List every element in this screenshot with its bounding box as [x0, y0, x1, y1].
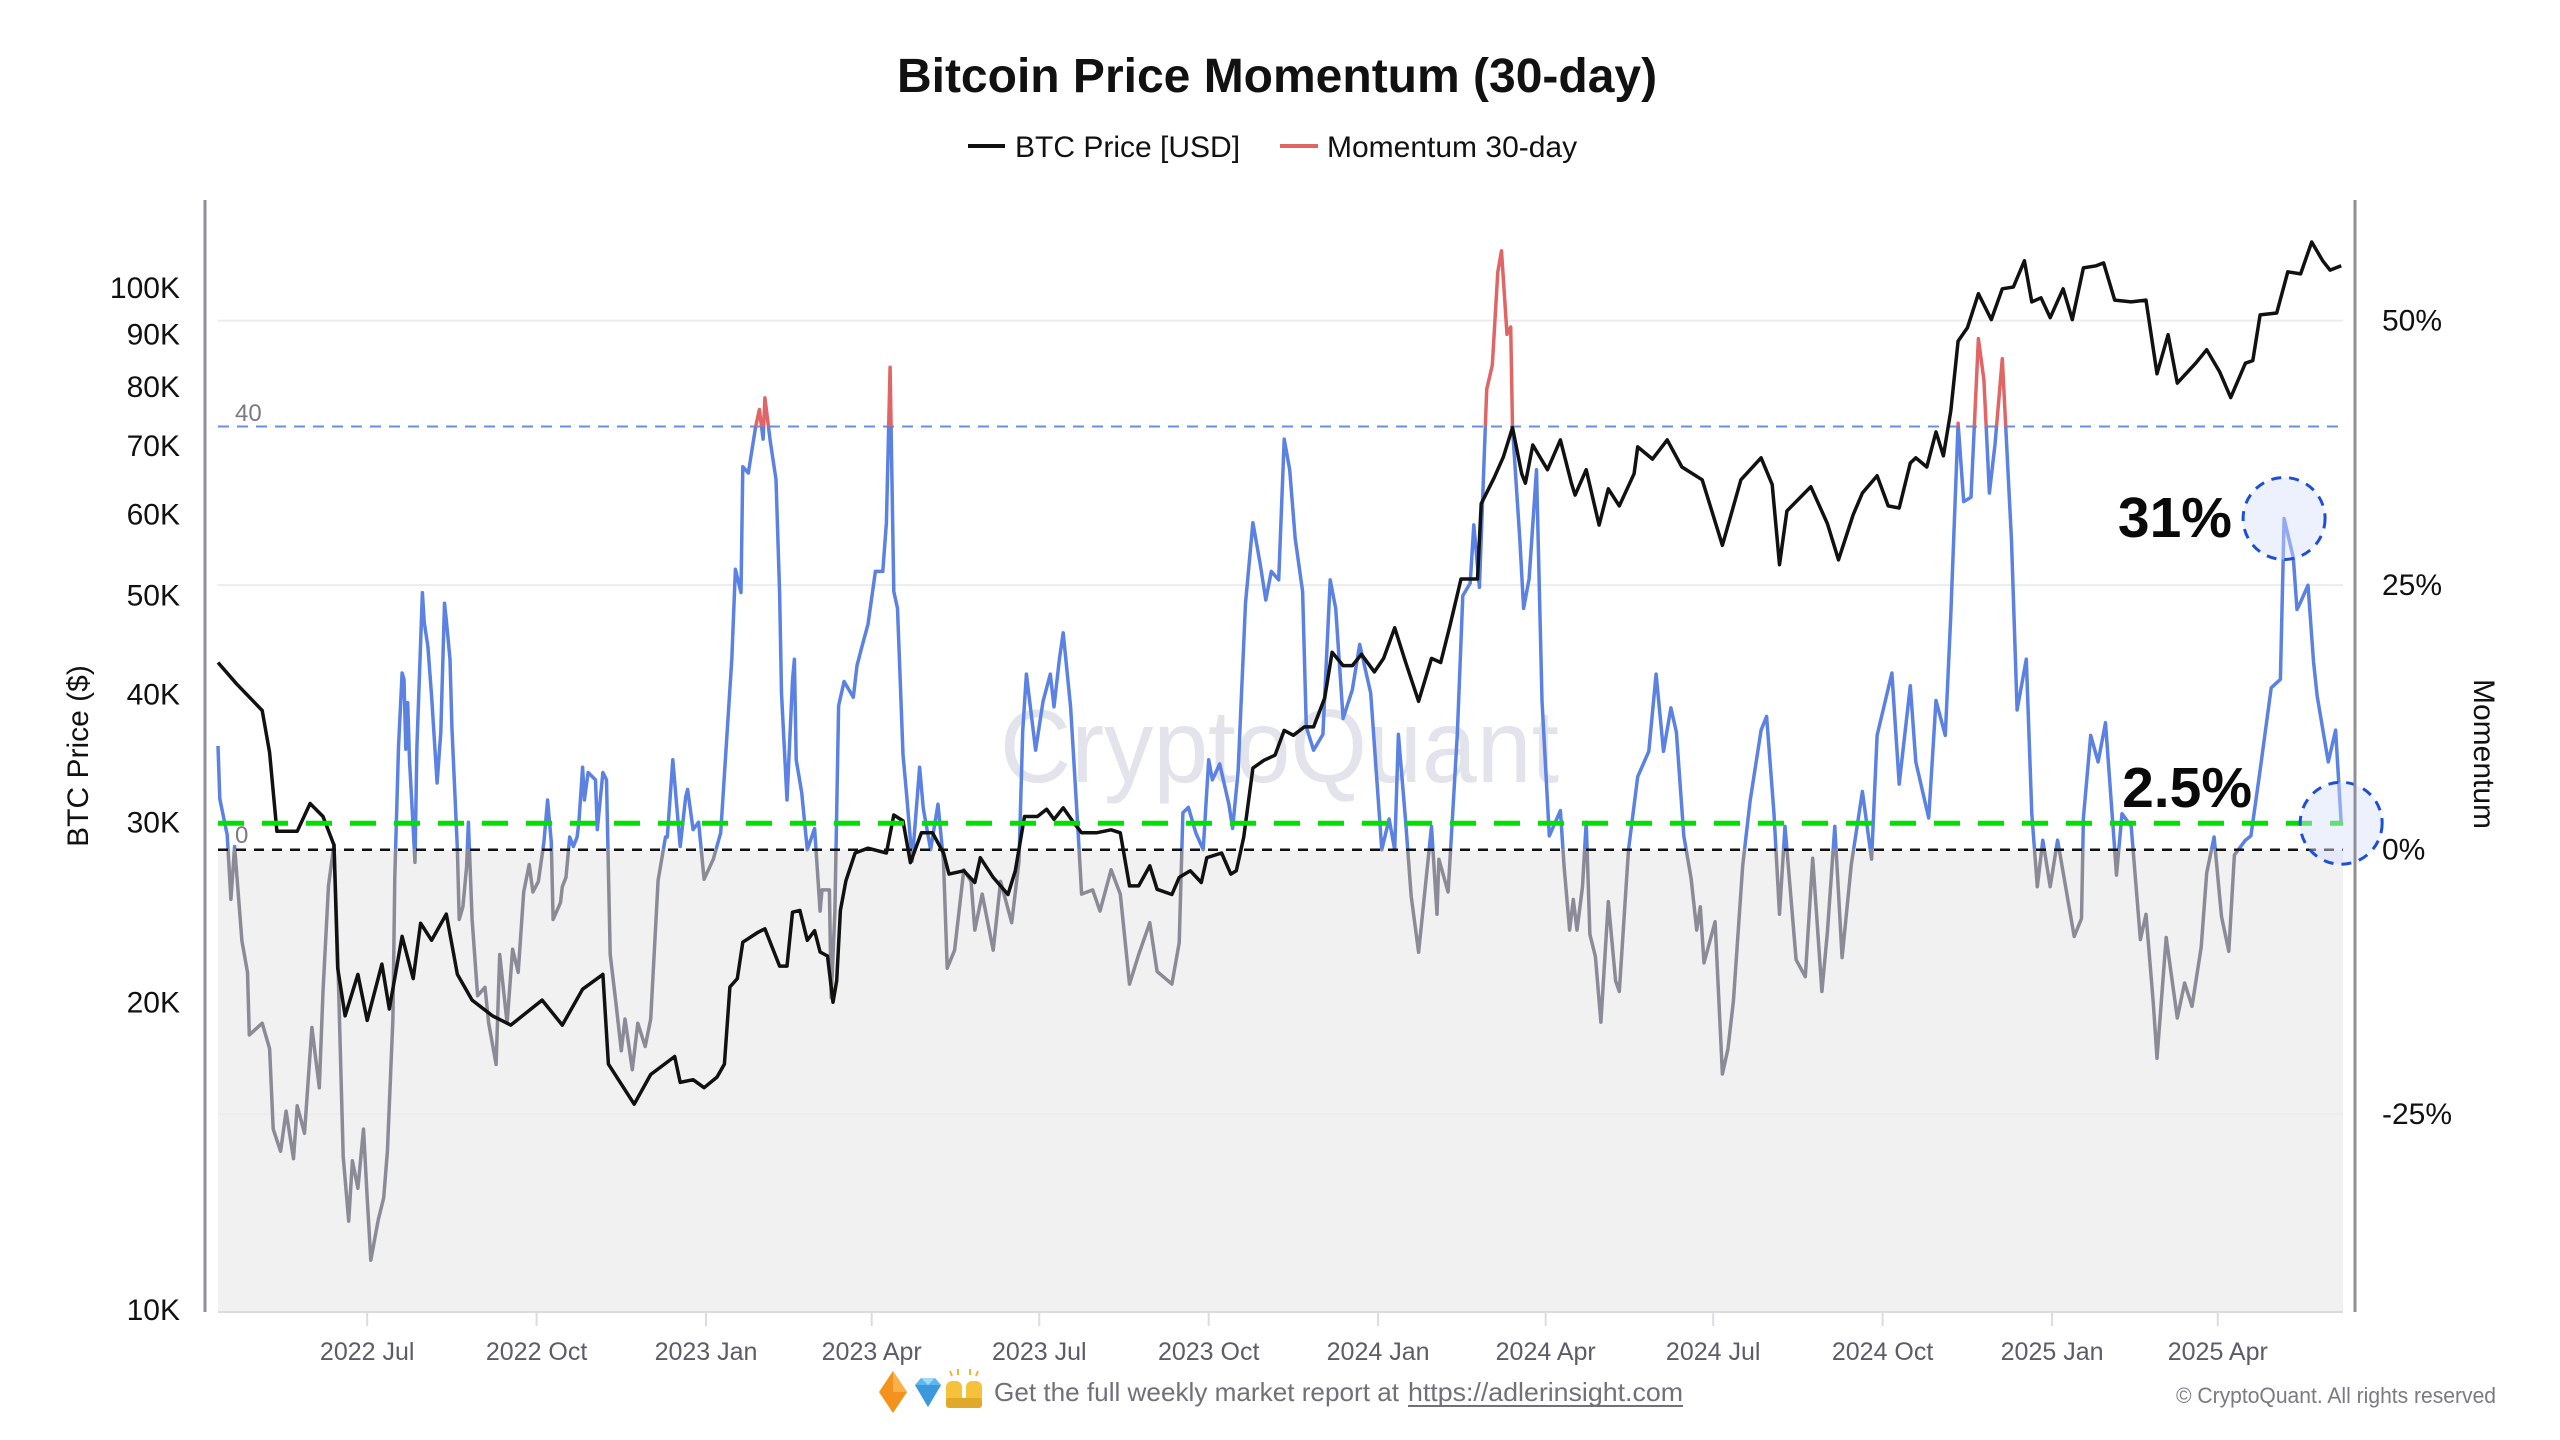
x-tick-label: 2024 Jul [1666, 1338, 1761, 1366]
y-left-tick-label: 90K [127, 319, 180, 352]
btc-price-line [216, 240, 2342, 1106]
momentum-line-positive [216, 426, 2343, 850]
orange-diamond-icon [879, 1371, 907, 1413]
footer-link-text[interactable]: https://adlerinsight.com [1408, 1377, 1683, 1407]
y-left-tick-label: 40K [127, 679, 180, 712]
y-left-tick-label: 50K [127, 580, 180, 613]
chart-title: Bitcoin Price Momentum (30-day) [897, 50, 1657, 103]
x-tick-label: 2022 Jul [320, 1338, 415, 1366]
copyright-text: © CryptoQuant. All rights reserved [2176, 1383, 2496, 1408]
x-tick-label: 2022 Oct [486, 1338, 588, 1366]
legend-item-momentum[interactable]: Momentum 30-day [1280, 131, 1577, 164]
x-tick-label: 2024 Apr [1496, 1338, 1596, 1366]
negative-zone [218, 849, 2343, 1312]
momentum-line-negative [226, 849, 2241, 1263]
raising-hands-icon [946, 1369, 982, 1408]
threshold-label-40: 40 [235, 400, 262, 427]
gem-stone-icon [915, 1378, 941, 1407]
x-tick-label: 2023 Jan [655, 1338, 758, 1366]
y-left-tick-label: 70K [127, 430, 180, 463]
y-right-tick-label: 25% [2382, 569, 2442, 602]
footer-link[interactable]: https://adlerinsight.com [1408, 1377, 1683, 1407]
x-tick-label: 2023 Jul [992, 1338, 1087, 1366]
x-tick-label: 2024 Jan [1327, 1338, 1430, 1366]
y-axis-right-ticks: 50% 25% 0% -25% [2382, 305, 2452, 1132]
negative-zone-fill [218, 849, 2343, 1312]
x-tick-label: 2024 Oct [1832, 1338, 1934, 1366]
threshold-lines-front [218, 820, 2343, 851]
y-axis-left-title: BTC Price ($) [62, 665, 95, 847]
y-left-tick-label: 80K [127, 371, 180, 404]
momentum-series [216, 249, 2343, 1263]
axes [203, 200, 2357, 1313]
annotation-label-31: 31% [2118, 486, 2232, 550]
legend-label-momentum: Momentum 30-day [1327, 131, 1577, 164]
y-left-tick-label: 30K [127, 806, 180, 839]
gridlines [218, 319, 2343, 1116]
x-tick-label: 2025 Apr [2168, 1338, 2268, 1366]
x-tick-label: 2023 Apr [822, 1338, 922, 1366]
y-axis-left-ticks: 100K 90K 80K 70K 60K 50K 40K 30K 20K 10K [110, 272, 180, 1327]
y-axis-right-title: Momentum [2467, 679, 2500, 829]
x-axis-ticks: 2022 Jul 2022 Oct 2023 Jan 2023 Apr 2023 Jul… [320, 1313, 2268, 1366]
annotation-circle [2298, 780, 2384, 866]
x-tick-label: 2023 Oct [1158, 1338, 1260, 1366]
legend: BTC Price [USD] Momentum 30-day [968, 131, 1577, 164]
footer-promo-text: Get the full weekly market report at [994, 1377, 1400, 1407]
y-left-tick-label: 20K [127, 986, 180, 1019]
threshold-label-0: 0 [235, 822, 248, 849]
legend-item-btc-price[interactable]: BTC Price [USD] [968, 131, 1240, 164]
y-right-tick-label: 0% [2382, 834, 2425, 867]
x-tick-label: 2025 Jan [2001, 1338, 2104, 1366]
y-right-tick-label: -25% [2382, 1098, 2452, 1131]
footer: Get the full weekly market report at htt… [879, 1369, 2496, 1413]
y-right-tick-label: 50% [2382, 305, 2442, 338]
y-left-tick-label: 10K [127, 1294, 180, 1327]
y-left-tick-label: 60K [127, 499, 180, 532]
annotation-circles [2241, 476, 2384, 866]
annotation-circle [2241, 476, 2327, 562]
series-layer [216, 240, 2343, 1263]
y-left-tick-label: 100K [110, 272, 180, 305]
legend-label-btc-price: BTC Price [USD] [1015, 131, 1240, 164]
annotation-label-2-5: 2.5% [2122, 756, 2252, 820]
